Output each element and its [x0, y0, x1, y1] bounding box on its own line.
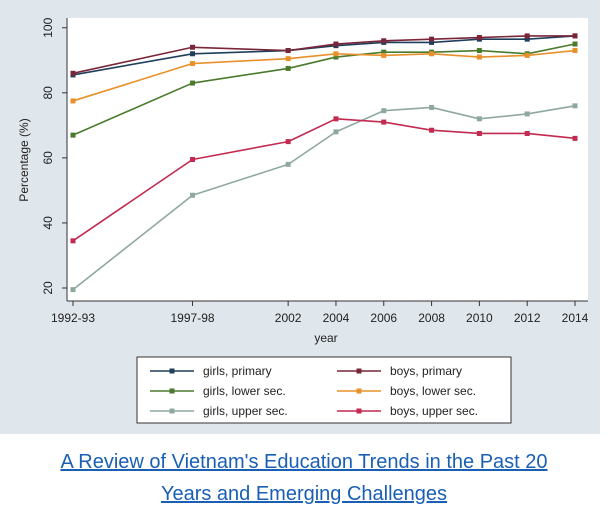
data-point — [476, 116, 482, 122]
chart-figure: 20 40 60 80 100 1992-93 1997-98 2002 2004 2006 20… — [0, 0, 600, 434]
data-point — [524, 130, 530, 136]
x-tick-label: 2014 — [562, 311, 589, 325]
data-point — [70, 238, 76, 244]
legend-swatch-marker — [169, 368, 175, 374]
y-tick-label: 20 — [41, 281, 55, 295]
legend: girls, primary boys, primary girls, lower … — [136, 356, 512, 424]
legend-label: girls, lower sec. — [203, 384, 286, 398]
plot-area — [67, 18, 588, 301]
data-point — [476, 54, 482, 60]
y-tick-label: 40 — [41, 216, 55, 230]
data-point — [70, 98, 76, 104]
data-point — [333, 51, 339, 57]
data-point — [190, 61, 196, 67]
series-1 — [70, 33, 578, 76]
data-point — [429, 104, 435, 110]
legend-swatch-marker — [356, 388, 362, 394]
data-point — [285, 48, 291, 54]
data-point — [333, 41, 339, 47]
data-point — [381, 119, 387, 125]
series-group — [70, 33, 578, 293]
data-point — [572, 135, 578, 141]
data-point — [381, 108, 387, 114]
data-point — [333, 54, 339, 60]
data-point — [190, 192, 196, 198]
data-point — [524, 111, 530, 117]
x-tick-label: 2012 — [514, 311, 541, 325]
data-point — [381, 52, 387, 58]
legend-item: girls, primary — [150, 364, 272, 378]
x-tick-label: 1992-93 — [51, 311, 95, 325]
data-point — [429, 127, 435, 133]
data-point — [190, 157, 196, 162]
data-point — [70, 287, 76, 293]
legend-swatch-marker — [169, 388, 175, 394]
legend-box — [136, 356, 512, 424]
data-point — [333, 116, 339, 122]
data-point — [572, 41, 578, 47]
legend-label: girls, upper sec. — [203, 404, 288, 418]
x-tick-label: 2008 — [418, 311, 445, 325]
x-tick-label: 1997-98 — [171, 311, 215, 325]
legend-label: girls, primary — [203, 364, 272, 378]
data-point — [429, 51, 435, 57]
chart-svg: 20 40 60 80 100 1992-93 1997-98 2002 2004 2006 20… — [17, 17, 589, 424]
data-point — [190, 80, 196, 86]
legend-item: boys, primary — [337, 364, 462, 378]
x-tick-label: 2010 — [466, 311, 493, 325]
legend-label: boys, upper sec. — [390, 404, 478, 418]
legend-item: boys, lower sec. — [337, 384, 476, 398]
data-point — [476, 35, 482, 41]
data-point — [572, 33, 578, 39]
data-point — [333, 129, 339, 135]
data-point — [285, 161, 291, 167]
data-point — [70, 70, 76, 76]
legend-item: boys, upper sec. — [337, 404, 478, 418]
y-ticks: 20 40 60 80 100 — [41, 17, 67, 295]
data-point — [381, 49, 387, 55]
legend-item: girls, upper sec. — [150, 404, 288, 418]
data-point — [524, 33, 530, 39]
data-point — [285, 139, 291, 145]
data-point — [190, 51, 196, 57]
data-point — [285, 56, 291, 62]
data-point — [572, 48, 578, 54]
data-point — [524, 36, 530, 42]
legend-swatch-marker — [356, 408, 362, 414]
series-4 — [70, 103, 578, 293]
series-5 — [70, 116, 578, 244]
x-ticks: 1992-93 1997-98 2002 2004 2006 2008 2010 2012 20… — [51, 301, 589, 325]
data-point — [429, 36, 435, 42]
x-tick-label: 2002 — [275, 311, 302, 325]
data-point — [572, 103, 578, 109]
legend-item: girls, lower sec. — [150, 384, 286, 398]
y-tick-label: 100 — [41, 17, 55, 37]
y-tick-label: 80 — [41, 86, 55, 100]
data-point — [524, 52, 530, 58]
x-axis-label: year — [314, 331, 337, 345]
data-point — [429, 39, 435, 45]
data-point — [476, 48, 482, 54]
data-point — [190, 44, 196, 50]
y-axis-label: Percentage (%) — [17, 118, 31, 201]
legend-swatch-marker — [169, 408, 175, 414]
caption-line-2: Years and Emerging Challenges — [160, 483, 448, 505]
caption-link[interactable]: A Review of Vietnam's Education Trends i… — [0, 446, 608, 510]
series-3 — [70, 48, 578, 104]
data-point — [381, 38, 387, 44]
legend-label: boys, primary — [390, 364, 462, 378]
legend-label: boys, lower sec. — [390, 384, 476, 398]
x-tick-label: 2004 — [323, 311, 350, 325]
data-point — [70, 132, 76, 138]
caption-line-1: A Review of Vietnam's Education Trends i… — [60, 451, 548, 473]
data-point — [285, 65, 291, 71]
x-tick-label: 2006 — [370, 311, 397, 325]
data-point — [476, 130, 482, 136]
y-tick-label: 60 — [41, 151, 55, 165]
legend-swatch-marker — [356, 368, 362, 374]
